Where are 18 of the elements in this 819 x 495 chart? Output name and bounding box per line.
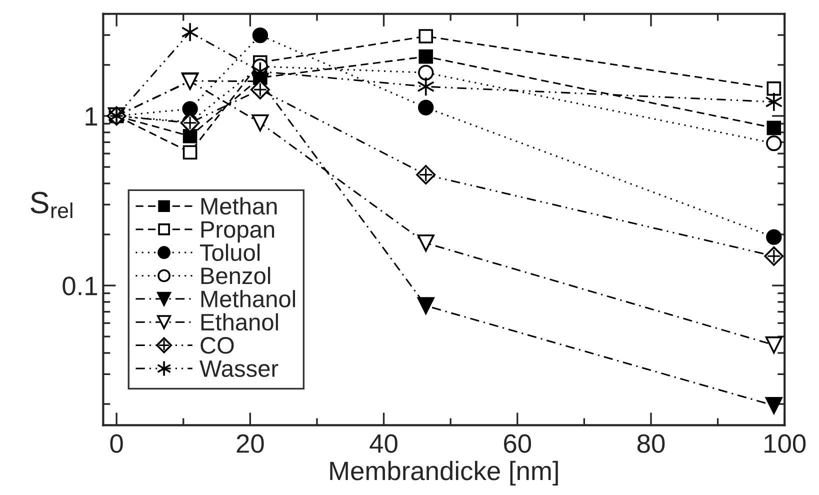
x-axis-title: Membrandicke [nm] [330, 460, 558, 486]
legend-label: Toluol [200, 244, 260, 262]
x-tick-label: 100 [764, 434, 806, 453]
x-tick-label: 60 [504, 434, 532, 453]
y-tick-label: 0.1 [62, 276, 98, 296]
x-tick-label: 20 [236, 434, 264, 453]
x-tick-label: 80 [637, 434, 665, 453]
legend-label: Ethanol [201, 313, 278, 331]
y-axis-title: S$_{rel}$ [30, 192, 72, 218]
legend-label: CO [200, 337, 234, 354]
x-tick-label: 40 [370, 434, 398, 453]
y-tick-label: 1 [86, 107, 98, 126]
legend-label: Propan [201, 221, 274, 242]
legend-label: Methan [201, 197, 277, 215]
x-tick-label: 0 [110, 434, 123, 453]
legend-label: Wasser [200, 360, 278, 377]
legend-label: Benzol [201, 266, 270, 284]
legend-label: Methanol [201, 290, 296, 308]
